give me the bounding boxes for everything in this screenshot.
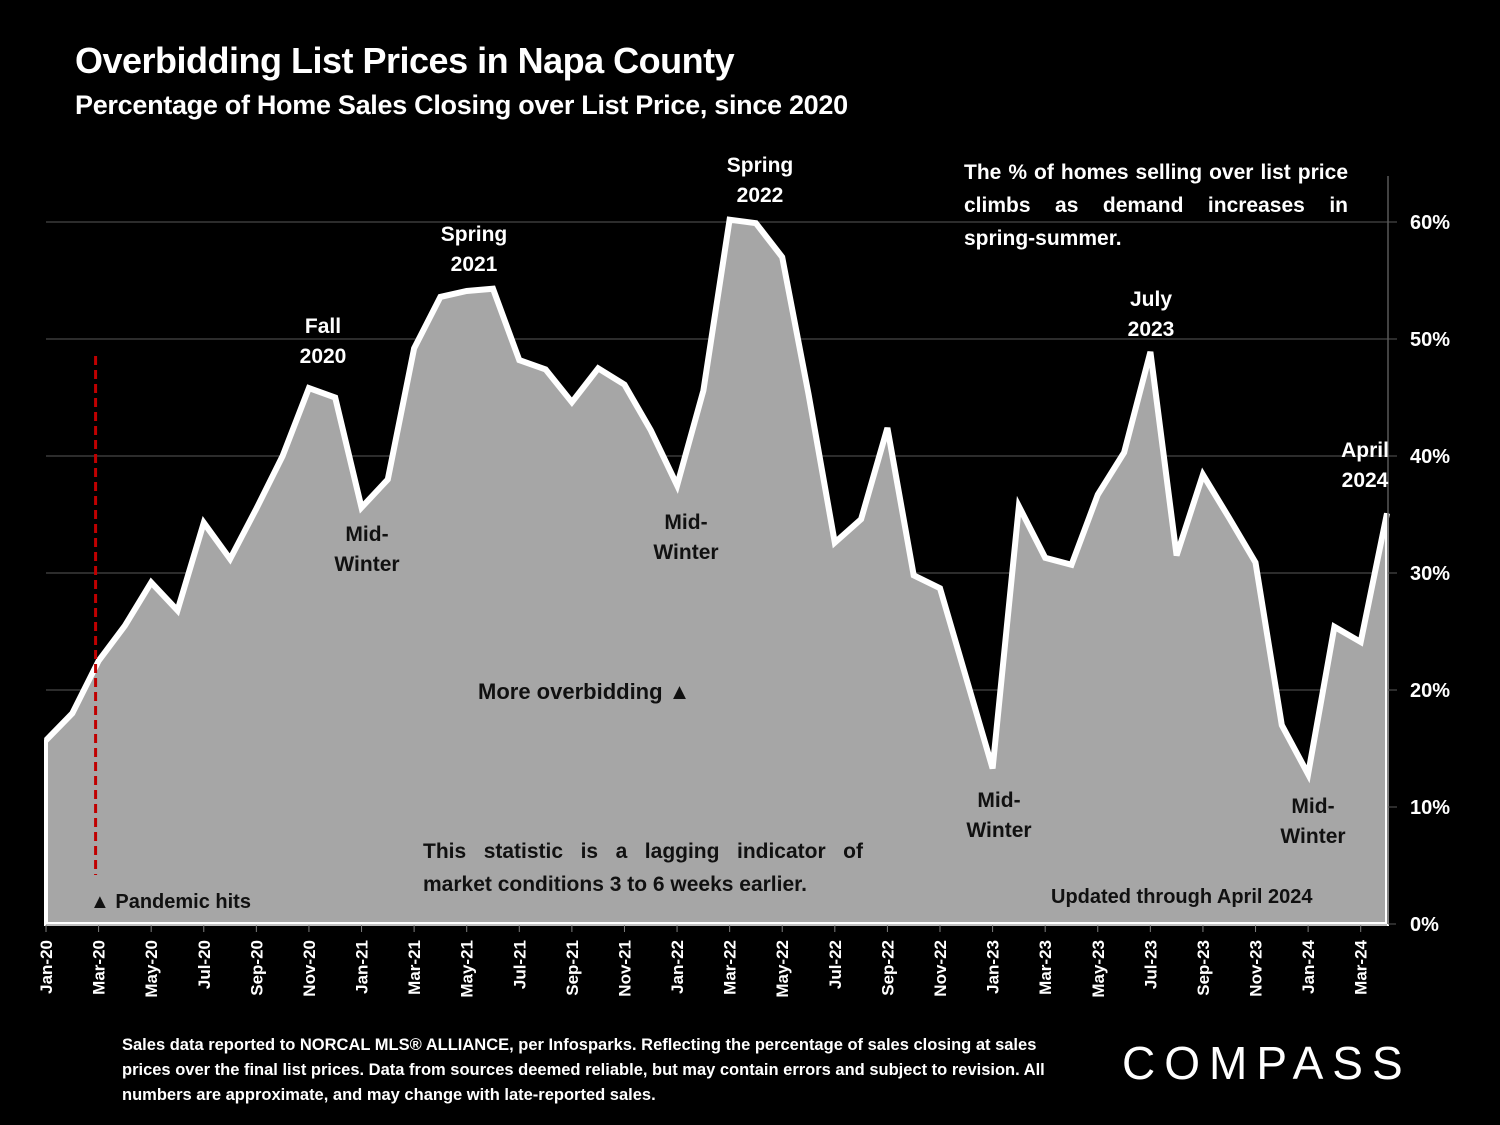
compass-logo: COMPASS: [1122, 1036, 1412, 1090]
x-tick-label: Jul-22: [826, 940, 845, 989]
pandemic-note: ▲ Pandemic hits: [90, 891, 251, 913]
y-tick-label: 40%: [1410, 446, 1450, 468]
lagging-indicator-note: This statistic is a lagging indicator of…: [423, 840, 863, 896]
y-tick-label: 10%: [1410, 797, 1450, 819]
x-tick-label: Sep-23: [1194, 940, 1213, 996]
annotation-line: 2022: [736, 184, 784, 207]
updated-note: Updated through April 2024: [1051, 886, 1313, 908]
annotation-line: Winter: [966, 819, 1032, 842]
annotation-line: Winter: [653, 541, 719, 564]
x-tick-label: Sep-20: [247, 940, 266, 996]
annotation-line: Winter: [334, 553, 400, 576]
annotation-spring-2022: Spring 2022: [716, 151, 804, 211]
x-tick-label: Mar-22: [721, 940, 740, 995]
annotation-line: Mid-: [977, 789, 1021, 812]
x-tick-label: Jul-20: [195, 940, 214, 989]
x-tick-label: Jul-21: [510, 940, 529, 989]
annotation-line: April: [1341, 439, 1389, 462]
annotation-line: July: [1129, 288, 1173, 311]
x-tick-label: Jul-23: [1141, 940, 1160, 989]
chart-title: Overbidding List Prices in Napa County: [75, 40, 735, 81]
annotation-line: Spring: [440, 223, 508, 246]
x-tick-label: Mar-20: [90, 940, 109, 995]
x-tick-label: Sep-21: [563, 940, 582, 996]
y-tick-label: 0%: [1410, 914, 1439, 936]
x-tick-label: May-23: [1089, 940, 1108, 998]
annotation-line: Fall: [304, 315, 342, 338]
annotation-mid-winter-2022: Mid- Winter: [644, 508, 728, 568]
x-tick-label: May-21: [458, 940, 477, 998]
x-tick-label: Jan-22: [668, 940, 687, 994]
chart-subtitle: Percentage of Home Sales Closing over Li…: [75, 90, 848, 120]
x-tick-label: May-22: [773, 940, 792, 998]
y-tick-label: 60%: [1410, 212, 1450, 234]
annotation-line: Winter: [1280, 825, 1346, 848]
source-footnote: Sales data reported to NORCAL MLS® ALLIA…: [122, 1036, 1045, 1104]
y-tick-label: 20%: [1410, 680, 1450, 702]
y-axis: 0% 10% 20% 30% 40% 50% 60%: [1387, 176, 1450, 936]
annotation-line: 2020: [299, 345, 347, 368]
x-tick-label: Jan-23: [984, 940, 1003, 994]
x-tick-label: Jan-20: [37, 940, 56, 994]
series-line: [43, 216, 1390, 784]
y-tick-label: 50%: [1410, 329, 1450, 351]
annotation-mid-winter-2023: Mid- Winter: [957, 786, 1041, 846]
x-tick-label: Jan-21: [353, 940, 372, 994]
annotation-spring-2021: Spring 2021: [430, 220, 518, 280]
annotation-line: 2024: [1341, 469, 1389, 492]
annotation-line: Spring: [726, 154, 794, 177]
annotation-mid-winter-2021: Mid- Winter: [325, 520, 409, 580]
annotation-line: Mid-: [1291, 795, 1335, 818]
annotation-mid-winter-2024: Mid- Winter: [1271, 792, 1355, 852]
x-tick-label: Mar-24: [1352, 939, 1371, 994]
annotation-line: Mid-: [664, 511, 708, 534]
x-tick-label: May-20: [142, 940, 161, 998]
x-tick-label: Jan-24: [1299, 939, 1318, 993]
x-tick-label: Nov-21: [615, 940, 634, 997]
annotation-line: 2021: [450, 253, 498, 276]
annotation-july-2023: July 2023: [1110, 285, 1192, 345]
y-tick-label: 30%: [1410, 563, 1450, 585]
annotation-fall-2020: Fall 2020: [283, 312, 363, 372]
x-tick-label: Sep-22: [878, 940, 897, 996]
x-tick-label: Mar-23: [1036, 940, 1055, 995]
annotation-line: 2023: [1127, 318, 1175, 341]
x-tick-label: Nov-22: [931, 940, 950, 997]
more-overbidding-label: More overbidding ▲: [478, 679, 691, 704]
annotation-april-2024: April 2024: [1326, 436, 1404, 496]
x-tick-label: Mar-21: [405, 940, 424, 995]
demand-note: The % of homes selling over list price c…: [964, 161, 1348, 250]
x-tick-label: Nov-20: [300, 940, 319, 997]
compass-logo-text: COMPASS: [1122, 1037, 1412, 1089]
x-tick-label: Nov-23: [1247, 940, 1266, 997]
annotation-line: Mid-: [345, 523, 389, 546]
x-axis: Jan-20 Mar-20 May-20 Jul-20 Sep-20 Nov-20 Jan-…: [37, 924, 1387, 998]
